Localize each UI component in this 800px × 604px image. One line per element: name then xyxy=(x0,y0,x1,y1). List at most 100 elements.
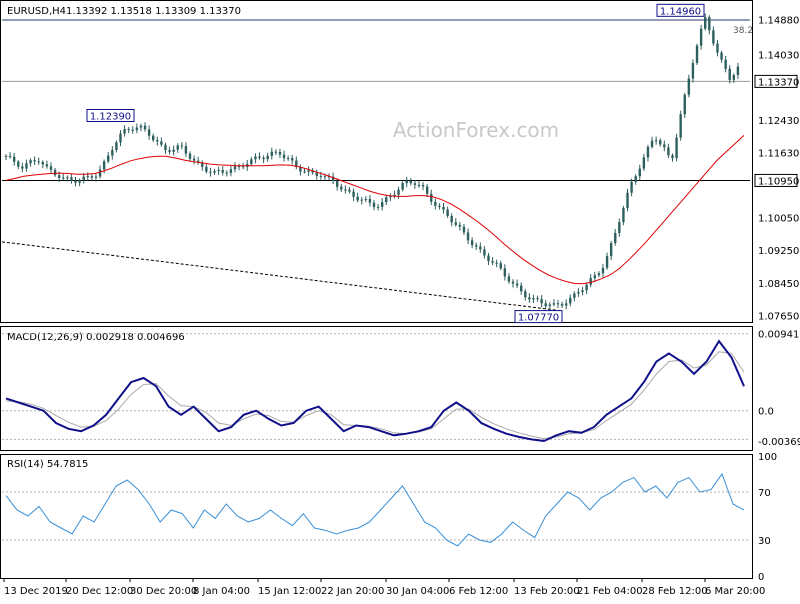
candle-body xyxy=(618,222,621,234)
price-tick-label: 1.12430 xyxy=(758,116,799,127)
candle-body xyxy=(360,199,363,201)
rsi-tick-label: 30 xyxy=(758,536,771,547)
candle-body xyxy=(450,215,453,223)
candle-body xyxy=(597,273,601,276)
candle-body xyxy=(708,17,711,31)
time-tick-label: 13 Feb 20:00 xyxy=(514,586,580,597)
candle-body xyxy=(564,303,568,306)
symbol-label: EURUSD,H4 xyxy=(7,6,66,17)
macd-signal-line xyxy=(5,351,745,440)
rsi-panel-frame xyxy=(0,454,753,579)
candle-body xyxy=(569,297,572,304)
candle-body xyxy=(184,146,188,154)
candle-body xyxy=(507,276,511,282)
candle-body xyxy=(156,140,159,142)
candle-body xyxy=(372,202,376,208)
rsi-layer xyxy=(2,472,750,547)
candle-body xyxy=(393,194,396,197)
price-tick-label: 1.10950 xyxy=(758,176,799,187)
candle-body xyxy=(213,171,216,173)
price-tick-label: 1.13370 xyxy=(758,77,799,88)
candle-body xyxy=(425,186,429,194)
rsi-tick-label: 100 xyxy=(758,452,777,463)
price-annotation: 1.14960 xyxy=(656,3,705,17)
candle-body xyxy=(712,30,715,44)
candle-body xyxy=(107,155,110,162)
candle-body xyxy=(4,155,8,157)
candle-body xyxy=(90,176,94,178)
candle-body xyxy=(638,168,641,177)
candle-body xyxy=(45,164,49,167)
candle-body xyxy=(654,140,658,142)
candle-body xyxy=(94,176,98,178)
candle-body xyxy=(111,149,114,156)
candle-body xyxy=(262,157,265,160)
candle-body xyxy=(732,75,736,80)
candle-body xyxy=(626,192,629,208)
candle-body xyxy=(299,166,302,172)
candle-body xyxy=(556,303,560,305)
candle-body xyxy=(331,176,335,182)
candle-body xyxy=(12,156,16,162)
candle-body xyxy=(192,158,196,161)
candle-body xyxy=(466,232,470,241)
candle-body xyxy=(266,155,269,160)
candle-body xyxy=(622,207,625,223)
candle-body xyxy=(119,133,122,143)
candle-body xyxy=(503,268,507,277)
candle-body xyxy=(524,291,527,298)
candle-body xyxy=(29,160,32,164)
rsi-tick-label: 0 xyxy=(758,572,764,583)
candle-body xyxy=(254,156,257,160)
candle-body xyxy=(691,62,695,79)
time-tick-label: 15 Jan 12:00 xyxy=(258,586,321,597)
candle-body xyxy=(601,267,605,274)
candle-body xyxy=(695,45,699,63)
candle-body xyxy=(143,125,147,130)
candle-body xyxy=(311,170,314,173)
candle-body xyxy=(630,181,633,193)
macd-title: MACD(12,26,9) 0.002918 0.004696 xyxy=(7,332,185,343)
candle-body xyxy=(147,129,151,136)
candle-body xyxy=(344,189,347,191)
candle-body xyxy=(548,304,552,307)
candle-body xyxy=(520,285,523,292)
time-tick-label: 6 Mar 20:00 xyxy=(705,586,765,597)
candle-body xyxy=(577,292,580,294)
candle-body xyxy=(475,245,478,247)
candle-body xyxy=(642,157,646,169)
candle-body xyxy=(446,209,449,216)
candle-body xyxy=(295,160,298,167)
candle-body xyxy=(188,153,192,159)
candle-body xyxy=(131,129,134,131)
price-tick-label: 1.07650 xyxy=(758,311,799,322)
candle-body xyxy=(634,176,637,182)
price-tick-label: 1.09250 xyxy=(758,246,799,257)
candle-body xyxy=(241,166,245,168)
trendline xyxy=(1,241,561,312)
candle-body xyxy=(180,145,184,147)
candle-body xyxy=(233,166,237,170)
annotation-box xyxy=(656,3,705,17)
candle-body xyxy=(62,177,65,179)
candle-body xyxy=(53,169,57,176)
candle-body xyxy=(380,202,384,207)
time-tick-label: 8 Jan 04:00 xyxy=(193,586,250,597)
candle-body xyxy=(270,151,273,156)
candle-body xyxy=(201,162,204,167)
candle-body xyxy=(209,171,212,173)
candle-body xyxy=(102,161,106,170)
candle-body xyxy=(291,158,294,161)
candle-body xyxy=(115,142,118,150)
candle-body xyxy=(164,144,167,151)
candle-body xyxy=(33,160,36,162)
candle-body xyxy=(560,303,564,306)
candle-body xyxy=(389,196,392,198)
candle-body xyxy=(41,161,44,165)
rsi-line xyxy=(5,472,745,547)
candle-body xyxy=(511,281,515,284)
candle-body xyxy=(82,176,85,181)
